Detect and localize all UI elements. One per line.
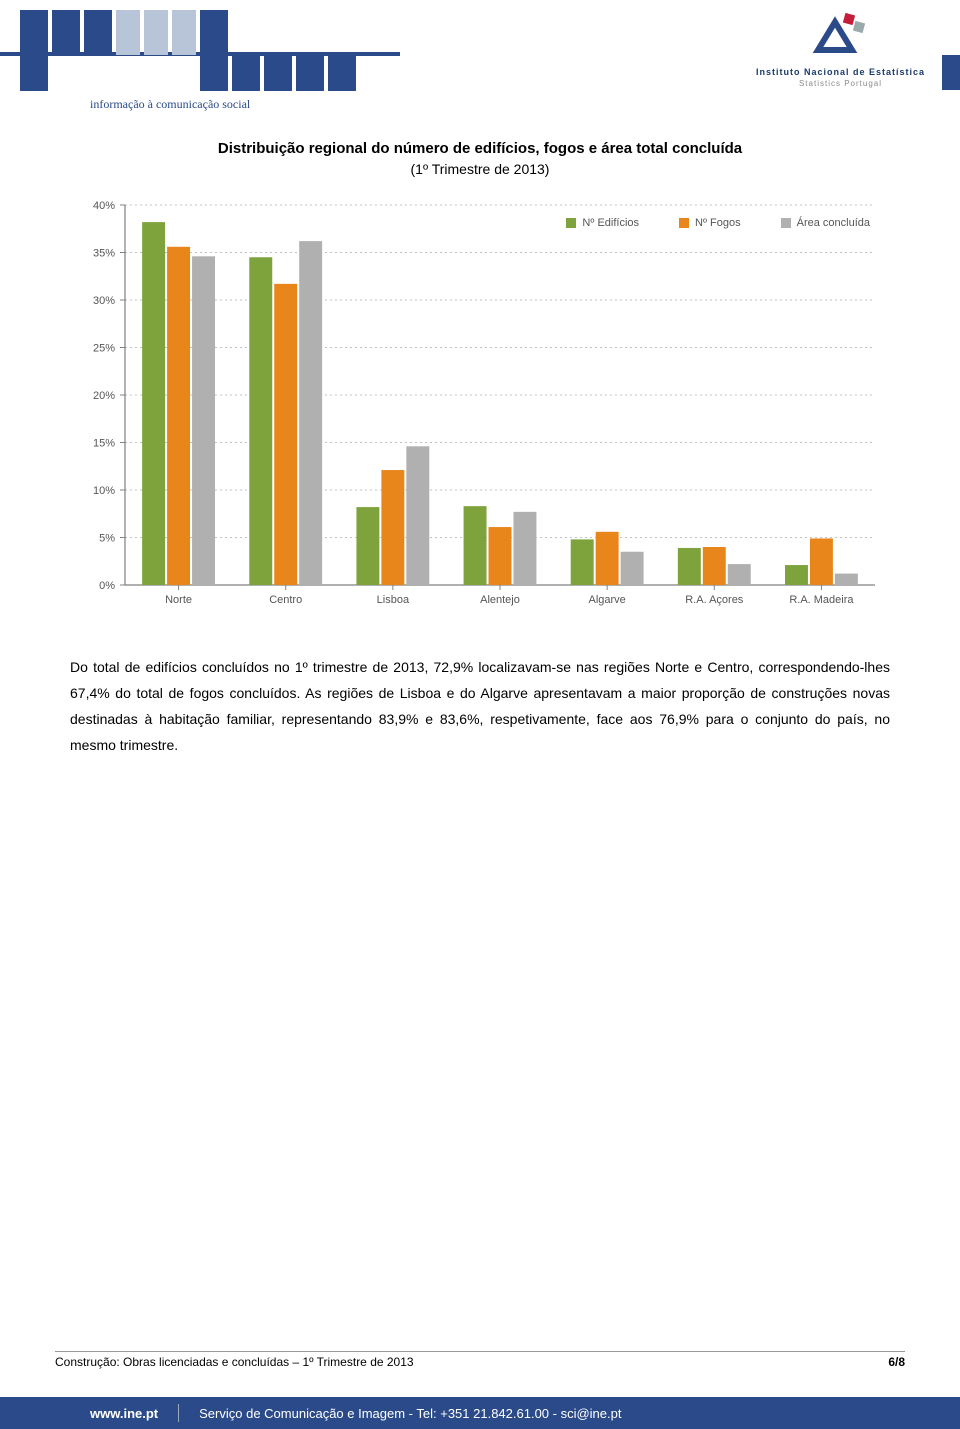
svg-text:20%: 20% [93, 390, 115, 402]
footer-url: www.ine.pt [90, 1406, 158, 1421]
svg-text:0%: 0% [99, 580, 115, 592]
svg-text:30%: 30% [93, 295, 115, 307]
svg-text:Norte: Norte [165, 594, 192, 606]
accent-bar [942, 55, 960, 90]
footer-band: www.ine.pt Serviço de Comunicação e Imag… [0, 1397, 960, 1429]
footer-doc-title: Construção: Obras licenciadas e concluíd… [55, 1355, 414, 1369]
svg-text:10%: 10% [93, 485, 115, 497]
svg-text:R.A. Madeira: R.A. Madeira [789, 594, 854, 606]
svg-text:15%: 15% [93, 438, 115, 450]
legend-item: Área concluída [781, 217, 870, 229]
svg-text:40%: 40% [93, 200, 115, 212]
org-name-2: Statistics Portugal [756, 79, 925, 88]
content-area: Distribuição regional do número de edifí… [0, 120, 960, 759]
org-name-1: Instituto Nacional de Estatística [756, 67, 925, 77]
footer-doc-line: Construção: Obras licenciadas e concluíd… [55, 1351, 905, 1369]
footer-contact: Serviço de Comunicação e Imagem - Tel: +… [199, 1406, 621, 1421]
tagline-text: informação à comunicação social [90, 97, 251, 111]
svg-text:5%: 5% [99, 533, 115, 545]
svg-text:Algarve: Algarve [588, 594, 625, 606]
footer-separator [178, 1404, 179, 1422]
header: informação à comunicação social Institut… [0, 0, 960, 120]
svg-text:35%: 35% [93, 248, 115, 260]
svg-text:Alentejo: Alentejo [480, 594, 520, 606]
ine-logo: Instituto Nacional de Estatística Statis… [756, 10, 925, 88]
chart-subtitle: (1º Trimestre de 2013) [70, 161, 890, 177]
bar-chart: 0% 5% 10% 15% 20% 25% 30% 35% 40% Norte Centro Lisb… [70, 195, 890, 625]
legend-item: Nº Edifícios [566, 217, 639, 229]
body-paragraph: Do total de edifícios concluídos no 1º t… [70, 655, 890, 759]
page-number: 6/8 [888, 1355, 905, 1369]
svg-text:Lisboa: Lisboa [377, 594, 410, 606]
destaque-logo: informação à comunicação social [0, 0, 400, 120]
svg-text:Centro: Centro [269, 594, 302, 606]
svg-text:25%: 25% [93, 343, 115, 355]
legend-item: Nº Fogos [679, 217, 741, 229]
chart-title: Distribuição regional do número de edifí… [70, 140, 890, 157]
chart-legend: Nº Edifícios Nº Fogos Área concluída [566, 217, 870, 229]
svg-text:R.A. Açores: R.A. Açores [685, 594, 744, 606]
